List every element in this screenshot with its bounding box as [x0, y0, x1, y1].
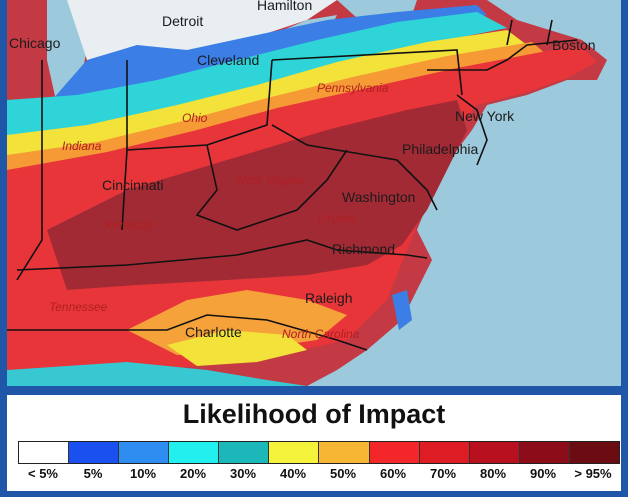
legend-label: < 5%: [28, 466, 58, 481]
city-washington: Washington: [342, 189, 415, 205]
state-west-virginia: West Virginia: [235, 173, 306, 187]
legend-swatch: [419, 442, 470, 463]
state-virginia: Virginia: [317, 211, 357, 225]
impact-map-graphic: Chicago Detroit Hamilton Cleveland Bosto…: [7, 0, 621, 386]
state-north-carolina: North Carolina: [282, 327, 360, 341]
state-tennessee: Tennessee: [49, 300, 108, 314]
legend-label: 20%: [179, 466, 207, 481]
legend-label: 90%: [529, 466, 557, 481]
legend-label: 40%: [279, 466, 307, 481]
legend-swatch: [269, 442, 320, 463]
legend-label: 5%: [83, 466, 103, 481]
state-ohio: Ohio: [182, 111, 208, 125]
city-richmond: Richmond: [332, 241, 395, 257]
legend-swatch: [219, 442, 270, 463]
legend-swatch: [469, 442, 520, 463]
city-hamilton: Hamilton: [257, 0, 312, 13]
band-yellow: [7, 30, 527, 160]
city-raleigh: Raleigh: [305, 290, 352, 306]
city-detroit: Detroit: [162, 13, 203, 29]
state-kentucky: Kentucky: [105, 218, 155, 232]
state-borders: [7, 19, 578, 351]
city-chicago: Chicago: [9, 35, 61, 51]
legend-labels: < 5% 5% 10% 20% 30% 40% 50% 60% 70% 80% …: [18, 466, 618, 481]
band-cyan: [7, 12, 507, 140]
legend-title: Likelihood of Impact: [182, 399, 446, 429]
band-south-yellow: [167, 330, 307, 366]
band-south-cyan: [7, 362, 307, 386]
legend-label: 10%: [129, 466, 157, 481]
legend-swatch: [519, 442, 570, 463]
city-new-york: New York: [455, 108, 515, 124]
legend-swatch: [569, 442, 619, 463]
legend-label: 50%: [329, 466, 357, 481]
band-core: [47, 100, 467, 290]
legend-swatch: [19, 442, 70, 463]
city-cleveland: Cleveland: [197, 52, 259, 68]
legend-swatch: [69, 442, 120, 463]
legend-swatch: [319, 442, 370, 463]
legend-label: 80%: [479, 466, 507, 481]
state-pennsylvania: Pennsylvania: [317, 81, 389, 95]
impact-legend: Likelihood of Impact < 5% 5% 10% 20% 30%…: [7, 395, 621, 491]
legend-label: 70%: [429, 466, 457, 481]
state-indiana: Indiana: [62, 139, 102, 153]
legend-label: 60%: [379, 466, 407, 481]
city-cincinnati: Cincinnati: [102, 177, 163, 193]
legend-swatch: [169, 442, 220, 463]
legend-swatch: [369, 442, 420, 463]
city-charlotte: Charlotte: [185, 324, 242, 340]
band-orange: [7, 42, 547, 172]
band-coast-blue: [392, 290, 412, 330]
city-boston: Boston: [552, 37, 596, 53]
legend-swatches: [18, 441, 620, 464]
city-philadelphia: Philadelphia: [402, 141, 478, 157]
impact-map: Chicago Detroit Hamilton Cleveland Bosto…: [7, 0, 621, 386]
legend-label: > 95%: [574, 466, 612, 481]
legend-swatch: [119, 442, 170, 463]
legend-label: 30%: [229, 466, 257, 481]
